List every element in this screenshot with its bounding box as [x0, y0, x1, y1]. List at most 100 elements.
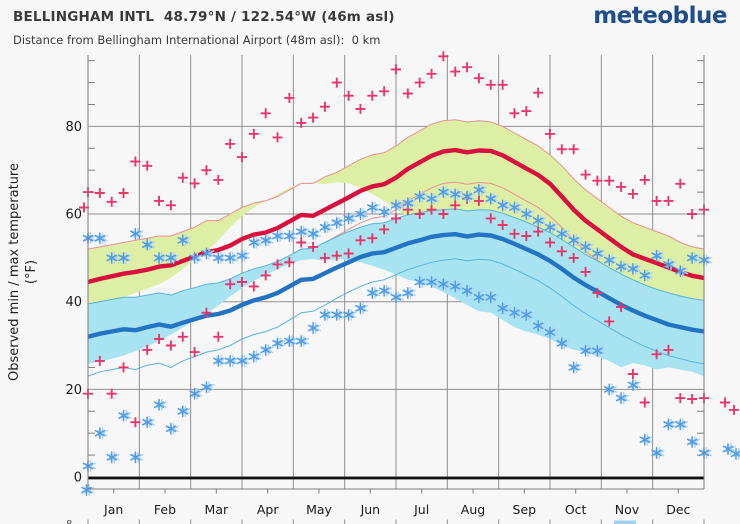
- record-low-max-marker: [319, 252, 330, 263]
- record-high-max-marker: [651, 195, 662, 206]
- month-label-apr: Apr: [257, 502, 279, 517]
- record-high-min-marker: [213, 251, 224, 264]
- record-low-min-marker: [639, 433, 651, 446]
- record-low-min-marker: [94, 427, 106, 440]
- record-low-min-marker: [213, 354, 224, 367]
- record-high-min-marker: [615, 260, 627, 273]
- y-tick-label-20: 20: [65, 383, 82, 398]
- record-low-min-marker: [106, 451, 117, 464]
- record-high-min-marker: [378, 205, 390, 218]
- mean-max-line: [88, 147, 704, 285]
- record-high-min-marker: [603, 254, 615, 267]
- record-low-min-marker: [355, 302, 366, 315]
- y-tick-label-60: 60: [65, 208, 82, 223]
- record-low-min-marker: [130, 451, 141, 464]
- record-high-min-marker: [367, 201, 378, 214]
- record-low-max-marker: [545, 237, 555, 248]
- record-high-min-marker: [201, 247, 212, 260]
- record-low-max-marker: [296, 237, 307, 248]
- record-high-max-marker: [473, 73, 484, 84]
- record-high-min-marker: [224, 251, 236, 264]
- record-low-max-marker: [355, 235, 366, 246]
- record-low-min-marker: [248, 350, 260, 363]
- month-label-sep: Sep: [513, 502, 537, 517]
- month-label-nov: Nov: [615, 502, 640, 517]
- record-low-max-marker: [580, 266, 591, 277]
- record-low-min-marker: [260, 343, 271, 356]
- record-low-max-marker: [556, 246, 567, 257]
- record-high-max-marker: [509, 108, 520, 119]
- record-high-max-marker: [319, 101, 330, 112]
- record-high-max-marker: [545, 128, 555, 139]
- record-high-max-marker: [367, 90, 378, 101]
- record-high-min-marker: [592, 247, 603, 260]
- record-low-min-marker: [603, 383, 615, 396]
- record-low-min-marker: [592, 344, 603, 357]
- record-low-max-marker: [675, 393, 686, 404]
- record-low-max-marker: [568, 252, 579, 263]
- record-low-max-marker: [497, 220, 508, 230]
- record-high-max-marker: [154, 195, 165, 206]
- meteoblue-logo[interactable]: meteoblue: [593, 3, 727, 29]
- next-chart-partial-text: 8: [66, 519, 72, 524]
- record-high-min-marker: [675, 265, 686, 277]
- record-low-min-marker: [615, 392, 627, 405]
- record-high-max-marker: [296, 117, 307, 128]
- record-high-max-marker: [675, 178, 686, 189]
- record-high-max-marker: [189, 178, 200, 189]
- record-high-max-marker: [343, 90, 354, 101]
- record-low-max-marker: [308, 241, 319, 252]
- record-high-max-marker: [272, 132, 283, 143]
- record-low-min-marker: [165, 422, 177, 435]
- record-low-min-marker: [118, 409, 129, 422]
- record-low-min-marker: [414, 276, 425, 288]
- record-low-min-marker: [390, 291, 402, 304]
- record-low-max-marker: [663, 344, 674, 355]
- record-low-min-marker: [141, 416, 153, 429]
- record-low-max-marker: [213, 331, 224, 342]
- record-high-max-marker: [331, 77, 342, 88]
- record-high-max-marker: [616, 181, 627, 192]
- record-low-min-marker: [224, 354, 236, 367]
- record-high-min-marker: [319, 221, 331, 234]
- y-tick-label-80: 80: [65, 120, 82, 135]
- record-high-max-marker: [213, 174, 224, 185]
- record-high-max-marker: [414, 77, 425, 88]
- record-low-min-marker: [319, 308, 331, 321]
- record-low-max-marker: [473, 195, 484, 206]
- min-band-lower-edge: [88, 258, 704, 377]
- record-high-min-marker: [686, 251, 698, 264]
- record-high-max-marker: [201, 165, 212, 176]
- record-high-max-marker: [237, 152, 247, 163]
- record-high-min-marker: [331, 216, 343, 229]
- record-low-min-marker: [686, 435, 698, 448]
- record-high-min-marker: [248, 236, 260, 249]
- y-tick-label-0: 0: [74, 471, 82, 486]
- record-low-min-marker: [426, 276, 437, 288]
- record-high-min-marker: [141, 238, 153, 251]
- record-low-min-marker: [461, 284, 473, 297]
- record-low-max-marker: [533, 226, 544, 237]
- record-low-min-marker: [295, 335, 307, 348]
- record-high-min-marker: [509, 201, 520, 214]
- record-high-max-marker: [379, 86, 390, 97]
- record-high-min-marker: [521, 208, 532, 220]
- record-low-min-marker: [651, 446, 662, 459]
- record-low-min-marker: [580, 344, 591, 357]
- record-low-min-marker: [532, 319, 544, 332]
- page-title: BELLINGHAM INTL 48.79°N / 122.54°W (46m …: [13, 9, 395, 25]
- record-high-min-marker: [118, 251, 129, 264]
- record-low-max-marker: [165, 340, 176, 351]
- record-low-min-marker: [284, 335, 295, 348]
- record-low-min-marker: [675, 418, 686, 431]
- record-high-max-marker: [592, 175, 603, 186]
- record-high-min-marker: [627, 262, 639, 275]
- record-low-min-marker: [272, 337, 283, 350]
- edge-asterisk-marker: [81, 484, 92, 497]
- month-label-aug: Aug: [461, 502, 485, 517]
- record-high-max-marker: [568, 144, 579, 155]
- month-label-may: May: [306, 502, 332, 517]
- record-low-max-marker: [106, 388, 117, 399]
- record-low-max-marker: [391, 213, 401, 224]
- record-low-max-marker: [521, 231, 532, 241]
